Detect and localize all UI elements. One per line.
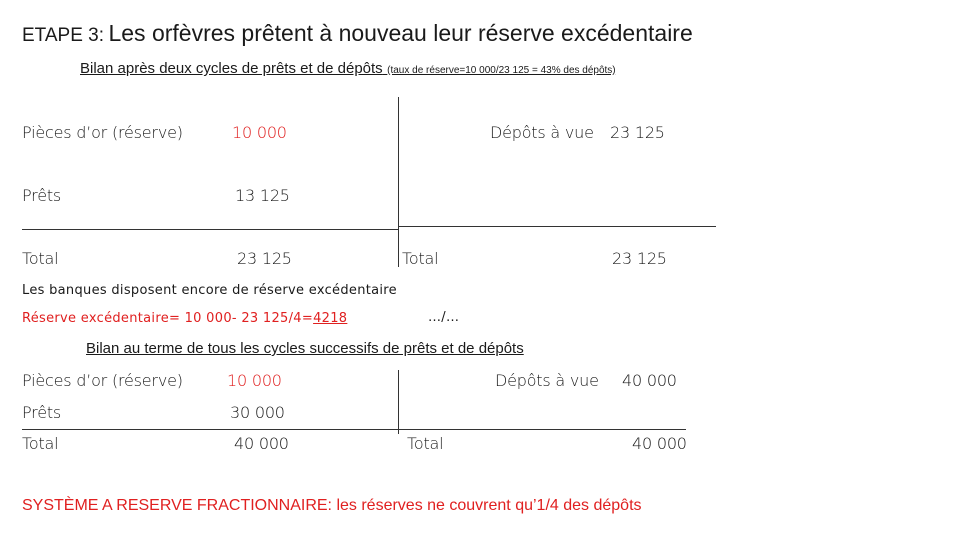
- bilan1-liability-label: Dépôts à vue: [490, 123, 594, 142]
- bilan2-asset-value: 10 000: [227, 371, 282, 390]
- bilan1-total-right-value: 23 125: [612, 249, 667, 268]
- bilan1-asset-value: 10 000: [232, 123, 287, 142]
- bilan2-liability-value: 40 000: [622, 371, 677, 390]
- bilan1-asset-label: Pièces d’or (réserve): [22, 123, 183, 142]
- bilan1-total-left-value: 23 125: [237, 249, 292, 268]
- excess-reserve-calc-prefix: Réserve excédentaire= 10 000- 23 125/4=: [22, 311, 314, 326]
- bilan2-asset-label: Prêts: [22, 403, 62, 422]
- bilan2-asset-value: 30 000: [230, 403, 285, 422]
- bilan2-total-line-right: [398, 429, 686, 430]
- title-text: Les orfèvres prêtent à nouveau leur rése…: [108, 20, 693, 46]
- bilan1-total-line-right: [398, 226, 716, 227]
- bilan1-total-line-left: [22, 229, 398, 230]
- bilan2-total-line-left: [22, 429, 398, 430]
- page-title: ETAPE 3: Les orfèvres prêtent à nouveau …: [22, 20, 693, 47]
- bilan1-heading: Bilan après deux cycles de prêts et de d…: [80, 60, 616, 78]
- bilan2-total-left-label: Total: [22, 434, 59, 453]
- bilan1-heading-text: Bilan après deux cycles de prêts et de d…: [80, 60, 383, 77]
- excess-reserve-calc: Réserve excédentaire= 10 000- 23 125/4=4…: [22, 311, 347, 326]
- excess-reserve-calc-result: 4218: [313, 311, 348, 326]
- bilan2-divider: [398, 370, 399, 434]
- bilan2-liability-label: Dépôts à vue: [495, 371, 599, 390]
- footer-conclusion: SYSTÈME A RESERVE FRACTIONNAIRE: les rés…: [22, 497, 642, 514]
- bilan1-total-right-label: Total: [402, 249, 439, 268]
- step-label: ETAPE 3:: [22, 25, 105, 46]
- bilan2-asset-label: Pièces d’or (réserve): [22, 371, 183, 390]
- bilan1-total-left-label: Total: [22, 249, 59, 268]
- bilan1-heading-note: (taux de réserve=10 000/23 125 = 43% des…: [387, 65, 616, 76]
- excess-reserve-note: Les banques disposent encore de réserve …: [22, 283, 397, 298]
- bilan1-asset-value: 13 125: [235, 186, 290, 205]
- bilan1-asset-label: Prêts: [22, 186, 62, 205]
- bilan2-total-right-label: Total: [407, 434, 444, 453]
- continuation-mark: …/…: [428, 310, 460, 325]
- bilan2-total-left-value: 40 000: [234, 434, 289, 453]
- bilan2-total-right-value: 40 000: [632, 434, 687, 453]
- bilan1-liability-value: 23 125: [610, 123, 665, 142]
- bilan2-heading: Bilan au terme de tous les cycles succes…: [86, 340, 524, 357]
- bilan1-divider: [398, 97, 399, 267]
